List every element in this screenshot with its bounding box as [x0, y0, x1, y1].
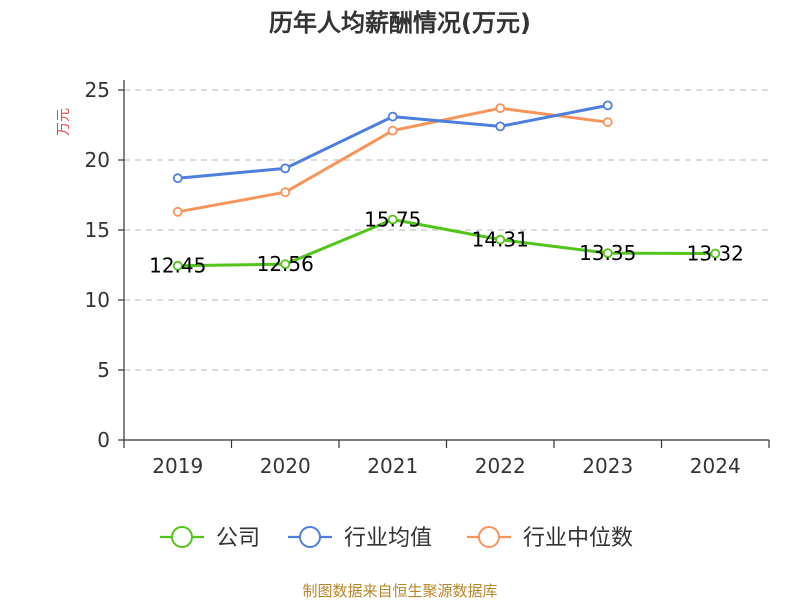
y-tick-label: 25 [85, 78, 110, 102]
data-label: 13.35 [579, 241, 636, 265]
legend-marker [299, 526, 321, 548]
data-point [280, 259, 291, 270]
data-labels: 12.45 12.56 15.75 14.31 13.35 13.32 [149, 208, 744, 278]
y-tick-label: 10 [85, 288, 110, 312]
x-tick-label: 2019 [152, 454, 203, 478]
data-point [710, 248, 721, 259]
legend-label: 公司 [216, 526, 260, 551]
data-label: 14.31 [472, 228, 529, 252]
x-tick-label: 2023 [582, 454, 633, 478]
series-group [172, 100, 721, 271]
data-label: 12.45 [149, 254, 206, 278]
axes: 0 5 10 15 20 25 2019 2020 2021 2022 2023 2024 [85, 78, 770, 478]
data-point [495, 103, 506, 114]
y-tick-label: 20 [85, 148, 110, 172]
data-point [387, 111, 398, 122]
data-point [602, 117, 613, 128]
x-tick-label: 2024 [690, 454, 741, 478]
data-label: 15.75 [364, 208, 421, 232]
series-line-0 [177, 218, 716, 268]
data-point [280, 187, 291, 198]
data-point [387, 214, 398, 225]
x-tick-label: 2021 [367, 454, 418, 478]
data-point [280, 163, 291, 174]
y-tick-label: 0 [97, 428, 110, 452]
data-point [172, 173, 183, 184]
y-axis-label: 万元 [56, 108, 72, 136]
legend-marker [171, 526, 193, 548]
legend-label: 行业中位数 [523, 526, 633, 551]
data-point [602, 248, 613, 259]
data-point [495, 234, 506, 245]
data-point [602, 100, 613, 111]
y-tick-label: 5 [97, 358, 110, 382]
data-point [172, 206, 183, 217]
source-note: 制图数据来自恒生聚源数据库 [302, 582, 497, 600]
data-point [387, 125, 398, 136]
legend-label: 行业均值 [344, 526, 432, 551]
legend: 公司 行业均值 行业中位数 [160, 526, 633, 551]
data-label: 13.32 [687, 242, 744, 266]
chart-title: 历年人均薪酬情况(万元) [269, 9, 531, 37]
data-point [172, 260, 183, 271]
x-tick-label: 2022 [475, 454, 526, 478]
y-tick-label: 15 [85, 218, 110, 242]
x-tick-label: 2020 [260, 454, 311, 478]
data-point [495, 121, 506, 132]
legend-marker [478, 526, 500, 548]
data-label: 12.56 [257, 252, 314, 276]
